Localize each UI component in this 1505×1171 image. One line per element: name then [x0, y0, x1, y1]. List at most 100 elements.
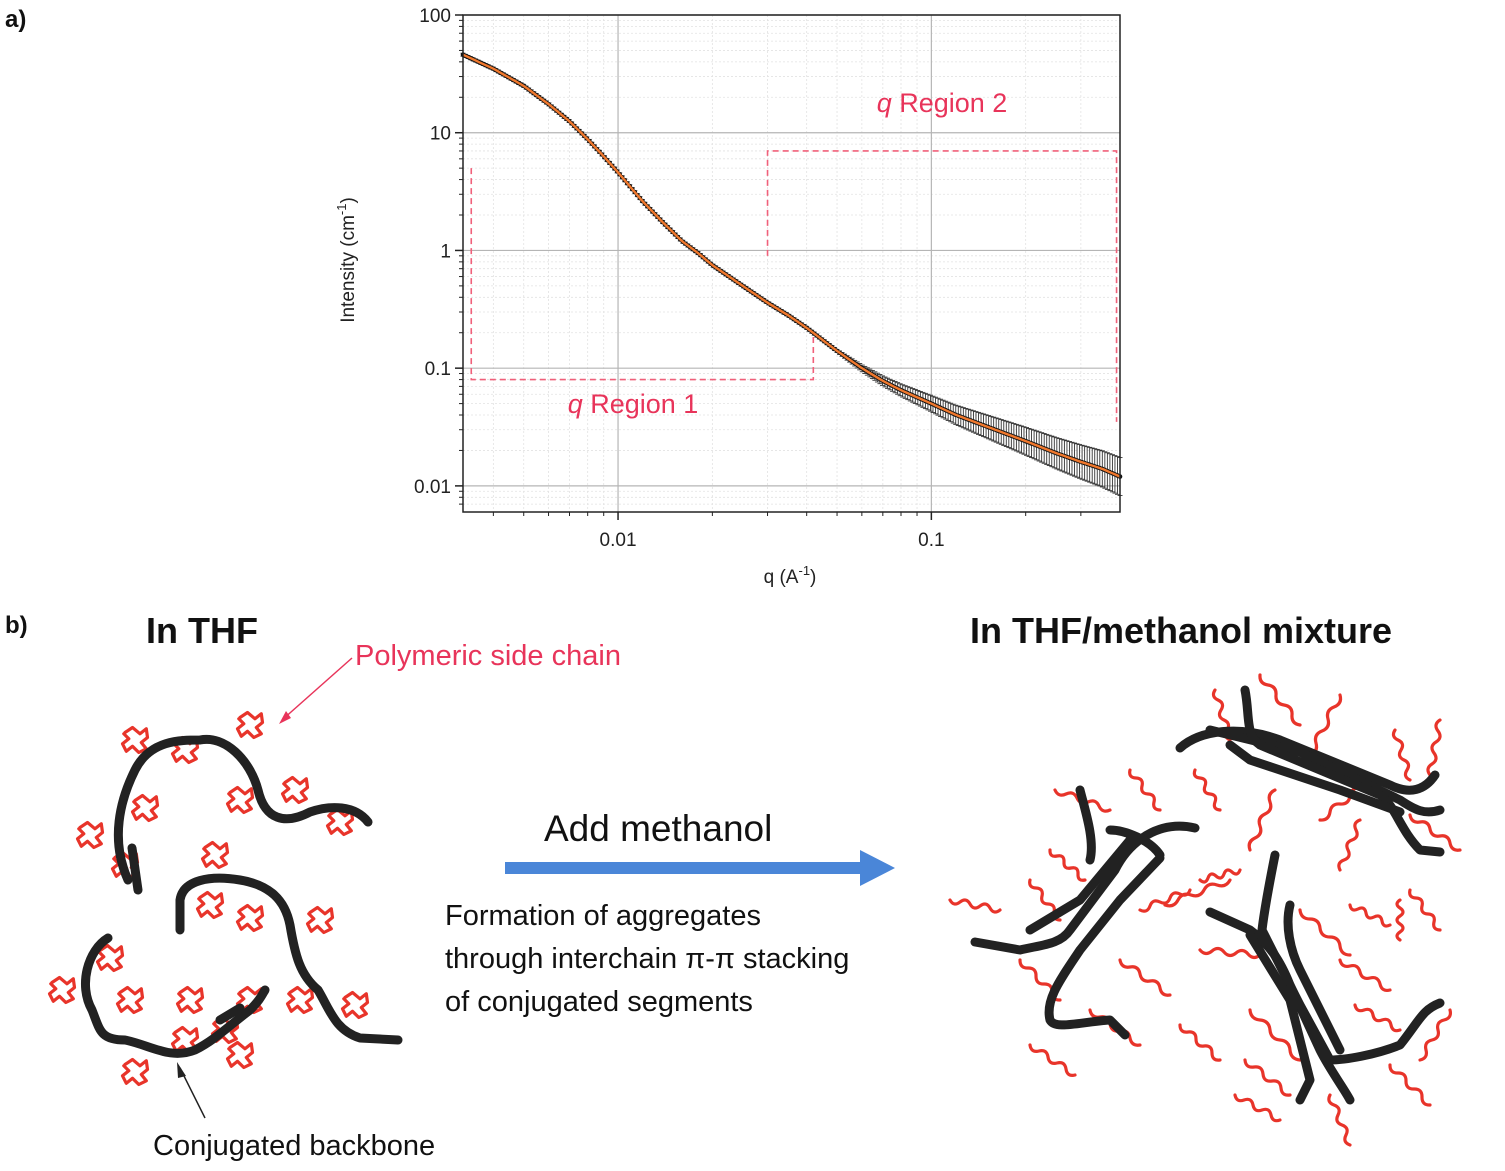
side-chain-wave: [1318, 778, 1372, 822]
thf-side-chains: [47, 710, 370, 1087]
aggregate-br-strand-4: [1245, 930, 1315, 1105]
side-chain-coil: [285, 985, 315, 1015]
side-chain-wave: [1018, 958, 1062, 1002]
aggregate-side-chains: [948, 673, 1462, 1147]
thf-chain-2: [175, 873, 403, 1045]
x-axis-title: q (A-1): [764, 563, 817, 588]
aggregate-top-strand-3: [1240, 685, 1445, 857]
side-chain-wave: [1128, 768, 1162, 812]
side-chain-coil: [115, 985, 145, 1015]
side-chain-wave: [1028, 1043, 1077, 1077]
side-chain-wave: [1258, 673, 1302, 727]
side-chain-wave: [1198, 868, 1242, 884]
side-chain-wave: [1408, 813, 1462, 852]
backbone-label: Conjugated backbone: [153, 1130, 436, 1162]
y-tick-label: 10: [430, 124, 451, 145]
plot-frame: [462, 14, 1121, 513]
description-line-1: Formation of aggregates: [445, 900, 761, 932]
q-region-1-label: q Region 1: [568, 389, 699, 419]
side-chain-wave: [1348, 903, 1392, 928]
thf-chain-1-tail: [127, 843, 143, 895]
side-chain-wave: [1426, 718, 1442, 777]
side-chain-coil: [120, 725, 150, 755]
side-chain-wave: [1211, 688, 1232, 742]
side-chain-wave: [1391, 728, 1412, 782]
side-chain-pointer-head: [279, 711, 291, 724]
side-chain-coil: [235, 903, 265, 933]
in-thf-title: In THF: [146, 610, 258, 651]
side-chain-coil: [75, 820, 105, 850]
side-chain-wave: [1028, 878, 1062, 922]
backbone-pointer: [179, 1067, 206, 1119]
side-chain-wave: [1048, 848, 1087, 882]
side-chain-coil: [200, 840, 230, 870]
side-chain-wave: [1308, 693, 1343, 757]
aggregates: [970, 685, 1445, 1105]
aggregate-left-strand-4: [1025, 835, 1135, 935]
aggregate-left-strand-1: [970, 821, 1200, 955]
side-chain-wave: [1247, 788, 1277, 852]
description-line-3: of conjugated segments: [445, 986, 753, 1018]
in-thf-methanol-title: In THF/methanol mixture: [970, 610, 1393, 651]
side-chain-wave: [1192, 768, 1222, 812]
side-chain-coil: [235, 710, 265, 740]
side-chain-coil: [130, 793, 160, 823]
side-chain-wave: [1327, 1093, 1352, 1147]
side-chain-wave: [1243, 1058, 1292, 1097]
aggregate-br-strand-1: [1205, 907, 1355, 1105]
x-tick-label: 0.01: [600, 530, 637, 551]
side-chain-wave: [1248, 1008, 1302, 1062]
y-tick-label: 0.01: [414, 477, 451, 498]
saxs-chart: 0.01 0.1 0.01 0.1 1 10 100 q (A-1) Intensity …: [334, 6, 1123, 588]
x-tick-label: 0.1: [918, 530, 944, 551]
aggregate-top-strand-4: [1225, 740, 1405, 817]
methanol-arrow: [505, 850, 895, 886]
side-chain-wave: [1118, 958, 1172, 997]
side-chain-coil: [95, 943, 125, 973]
side-chain-coil: [235, 985, 265, 1015]
side-chain-wave: [1198, 946, 1262, 960]
side-chain-coil: [170, 735, 200, 765]
q-region-2-bracket: [766, 150, 1118, 422]
y-axis-ticks: 0.01 0.1 1 10 100: [414, 6, 463, 505]
side-chain-wave: [1053, 788, 1112, 813]
thf-chain-1: [113, 734, 373, 885]
aggregate-br-strand-3: [1283, 900, 1345, 1055]
side-chain-wave: [1233, 1093, 1282, 1123]
side-chain-wave: [1338, 958, 1392, 993]
fit-curve: [462, 53, 1121, 478]
thf-chain-3-end: [215, 1003, 245, 1025]
x-axis-ticks: 0.01 0.1: [492, 512, 1082, 551]
side-chain-coil: [47, 975, 77, 1005]
side-chain-coil: [170, 1025, 200, 1055]
side-chain-coil: [325, 807, 355, 837]
side-chain-wave: [1138, 888, 1192, 913]
panel-b-label: b): [5, 612, 28, 639]
y-tick-label: 0.1: [425, 359, 451, 380]
q-region-2-label: q Region 2: [877, 88, 1008, 118]
backbone-pointer-head: [177, 1062, 186, 1078]
side-chain-coil: [210, 1015, 240, 1045]
add-methanol-label: Add methanol: [544, 808, 773, 849]
description-line-2: through interchain π-π stacking: [445, 943, 850, 975]
aggregate-top-strand-1: [1175, 726, 1440, 795]
aggregation-description: Formation of aggregates through intercha…: [445, 895, 849, 1024]
side-chain-label: Polymeric side chain: [355, 640, 621, 672]
side-chain-wave: [1337, 818, 1362, 872]
q-regions: [470, 150, 1118, 422]
side-chain-wave: [1088, 1008, 1142, 1047]
thf-backbones: [81, 734, 403, 1058]
aggregate-left-strand-2: [1044, 853, 1165, 1040]
side-chain-wave: [948, 898, 1002, 914]
error-bars: [460, 52, 1123, 497]
panel-a-label: a): [5, 6, 27, 33]
side-chain-coil: [225, 1040, 255, 1070]
y-axis-title: Intensity (cm-1): [334, 197, 359, 323]
thf-chain-3: [81, 933, 270, 1058]
side-chain-coil: [340, 990, 370, 1020]
aggregate-left-strand-3: [1075, 785, 1165, 865]
fit-curve-line: [462, 53, 1121, 478]
y-tick-label: 100: [419, 6, 451, 27]
side-chain-wave: [1418, 1008, 1453, 1062]
side-chain-wave: [1178, 1023, 1222, 1062]
